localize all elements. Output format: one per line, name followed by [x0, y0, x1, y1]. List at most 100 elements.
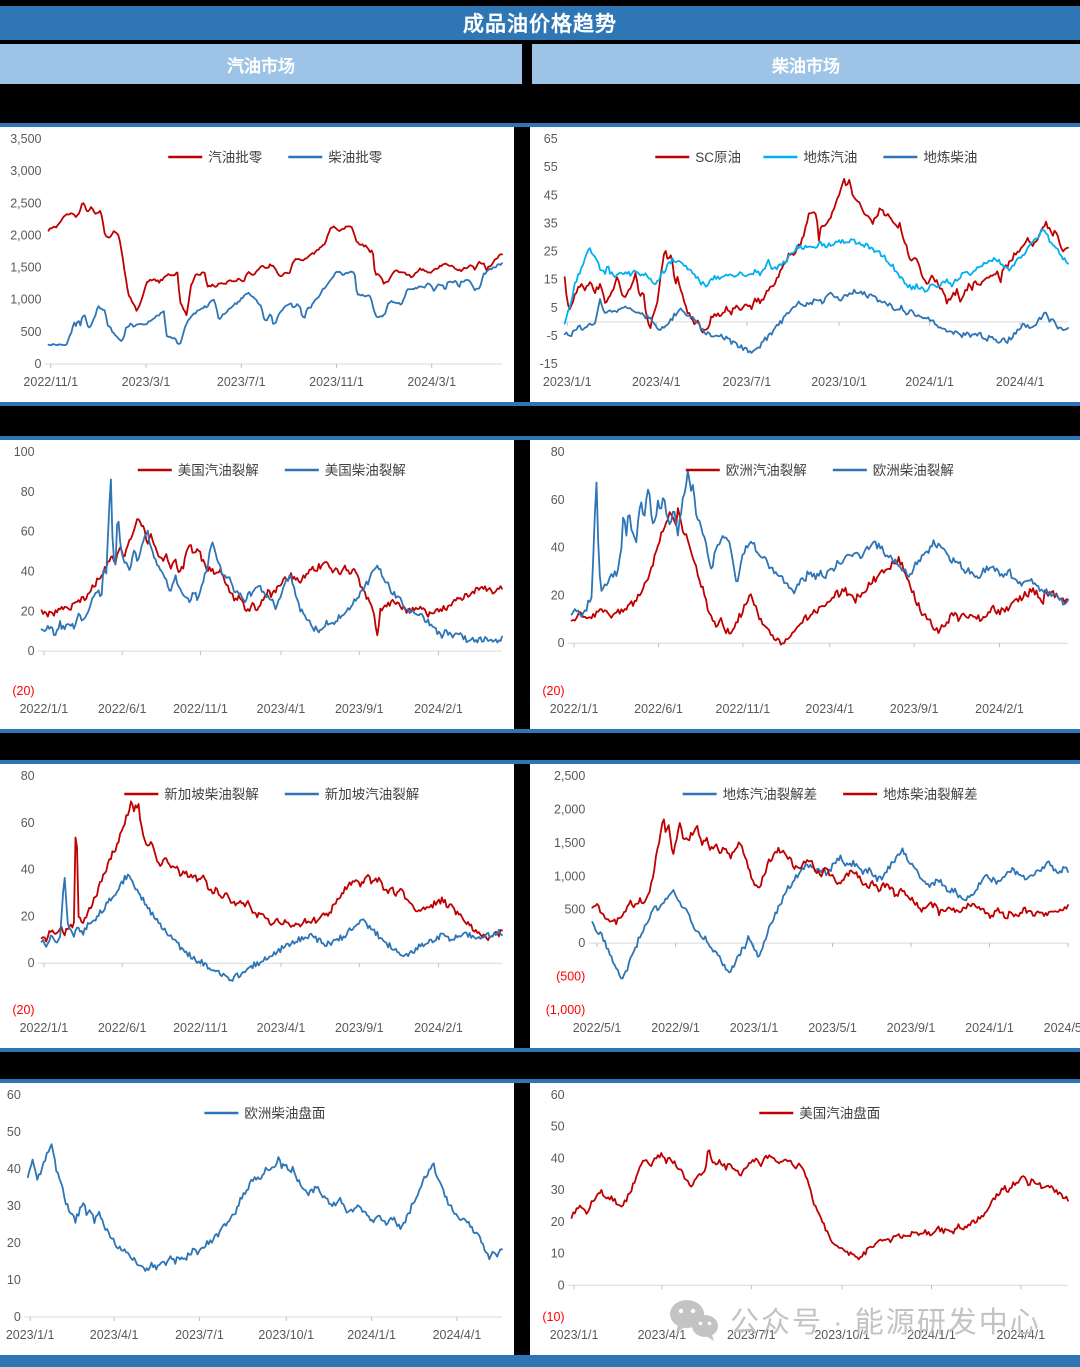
legend-item: 美国汽油盘面 — [759, 1105, 880, 1121]
series-line-0 — [40, 518, 503, 637]
y-axis-label: 40 — [21, 565, 35, 579]
x-axis-label: 2023/4/1 — [257, 1021, 306, 1035]
section-separator — [0, 402, 1080, 440]
y-axis-label: 3,500 — [10, 132, 41, 146]
legend-label: 新加坡汽油裂解 — [325, 787, 420, 802]
series-line-1 — [591, 818, 1069, 926]
y-axis-label: 10 — [551, 1247, 565, 1261]
y-axis-label: -5 — [547, 329, 558, 343]
series-line-1 — [40, 873, 503, 982]
series-line-2 — [563, 288, 1069, 354]
x-axis-label: 2023/1/1 — [6, 1328, 55, 1342]
series-line-0 — [563, 178, 1069, 334]
x-axis-label: 2022/9/1 — [651, 1021, 700, 1035]
x-axis-label: 2024/1/1 — [907, 1328, 956, 1342]
column-divider — [514, 440, 530, 729]
series-line-1 — [40, 478, 503, 644]
y-axis-label: 40 — [7, 1162, 21, 1176]
chart-canvas: 2,500 2,000 1,500 1,000 500 0 (500) (1,000) 2022… — [546, 769, 1080, 1035]
x-axis-label: 2024/1/1 — [965, 1021, 1014, 1035]
chart-refinery-crack-spread: 2,500 2,000 1,500 1,000 500 0 (500) (1,000) 2022… — [530, 764, 1080, 1048]
y-axis-label: 2,500 — [10, 196, 41, 210]
legend-label: 欧洲汽油裂解 — [726, 463, 807, 478]
divider — [0, 40, 1080, 44]
legend-label: 地炼柴油 — [923, 150, 977, 165]
y-axis-label: -15 — [540, 357, 558, 371]
series-line-0 — [26, 1143, 503, 1272]
y-axis-label: 60 — [21, 525, 35, 539]
x-axis-label: 2023/10/1 — [258, 1328, 314, 1342]
y-axis-label: 80 — [21, 485, 35, 499]
series-line-0 — [570, 507, 1069, 646]
x-axis-label: 2022/6/1 — [98, 1021, 147, 1035]
series-line-0 — [570, 1149, 1069, 1261]
series-line-1 — [563, 228, 1069, 325]
x-axis-label: 2024/4/1 — [433, 1328, 482, 1342]
legend-label: SC原油 — [695, 150, 741, 165]
y-axis-label: 2,000 — [554, 802, 585, 816]
y-axis-label: 1,000 — [10, 293, 41, 307]
x-axis-label: 2023/7/1 — [175, 1328, 224, 1342]
x-axis-label: 2022/1/1 — [20, 1021, 69, 1035]
x-axis-label: 2022/11/1 — [716, 702, 771, 716]
chart-canvas: 3,500 3,000 2,500 2,000 1,500 1,000 500 0 2022/1… — [10, 132, 503, 389]
x-axis-label: 2023/4/1 — [805, 702, 854, 716]
x-axis-label: 2023/1/1 — [550, 1328, 599, 1342]
x-axis-label: 2024/4/1 — [996, 375, 1045, 389]
chart-gasoline-diesel-wholesale-retail: 3,500 3,000 2,500 2,000 1,500 1,000 500 0 2022/1… — [0, 127, 514, 402]
y-axis-label: 30 — [7, 1199, 21, 1213]
x-axis-label: 2024/3/1 — [407, 375, 456, 389]
page-title: 成品油价格趋势 — [0, 6, 1080, 40]
y-axis-label: (500) — [556, 970, 585, 984]
legend-item: 欧洲柴油裂解 — [832, 463, 954, 478]
chart-canvas: 60 50 40 30 20 10 0 2023/1/1 2023/4/1 2023/7/1 202… — [6, 1088, 503, 1342]
y-axis-label: 2,500 — [554, 769, 585, 783]
chart-row-3: 80 60 40 20 0 (20) 2022/1/1 2022/6/1 2022/11/1 20… — [0, 764, 1080, 1048]
y-axis-label: 35 — [544, 216, 558, 230]
top-border — [0, 0, 1080, 6]
x-axis-label: 2023/1/1 — [730, 1021, 779, 1035]
legend-item: 地炼汽油裂解差 — [682, 787, 818, 802]
x-axis-label: 2023/1/1 — [543, 375, 592, 389]
legend-label: 欧洲柴油盘面 — [244, 1105, 325, 1121]
column-header-diesel-market: 柴油市场 — [532, 44, 1080, 84]
series-line-0 — [591, 847, 1069, 980]
x-axis-label: 2023/4/1 — [632, 375, 681, 389]
y-axis-label: 0 — [28, 956, 35, 970]
column-headers: 汽油市场 柴油市场 — [0, 44, 1080, 84]
y-axis-label: 1,500 — [554, 836, 585, 850]
y-axis-label: 80 — [551, 445, 565, 459]
legend-item: SC原油 — [655, 150, 741, 165]
legend-label: 欧洲柴油裂解 — [873, 463, 954, 478]
x-axis-label: 2022/11/1 — [173, 702, 228, 716]
x-axis-label: 2024/5/1 — [1044, 1021, 1080, 1035]
section-separator — [0, 84, 1080, 127]
x-axis-label: 2022/1/1 — [20, 702, 69, 716]
x-axis-label: 2023/7/1 — [217, 375, 266, 389]
chart-sc-crude-refinery-products: 65 55 45 35 25 15 5 -5 -15 2023/1/1 2023/4/1 2023/7… — [530, 127, 1080, 402]
x-axis-label: 2024/2/1 — [975, 702, 1024, 716]
x-axis-label: 2023/9/1 — [887, 1021, 936, 1035]
y-axis-label: 55 — [544, 160, 558, 174]
y-axis-label: 40 — [551, 541, 565, 555]
legend-item: 美国柴油裂解 — [284, 463, 406, 478]
x-axis-label: 2023/4/1 — [257, 702, 306, 716]
section-separator — [0, 1048, 1080, 1083]
y-axis-label: 20 — [21, 909, 35, 923]
legend-item: 柴油批零 — [288, 150, 383, 165]
x-axis-label: 2023/7/1 — [723, 375, 772, 389]
y-axis-label: 60 — [551, 1088, 565, 1102]
y-axis-label: 1,500 — [10, 261, 41, 275]
x-axis-label: 2023/10/1 — [811, 375, 867, 389]
chart-canvas: 100 80 60 40 20 0 (20) 2022/1/1 2022/6/1 2022/11/… — [12, 445, 503, 716]
legend-item: 新加坡汽油裂解 — [284, 787, 420, 802]
y-axis-label: 60 — [21, 816, 35, 830]
y-axis-label: 500 — [21, 325, 42, 339]
x-axis-label: 2022/6/1 — [634, 702, 683, 716]
x-axis-label: 2022/11/1 — [23, 375, 78, 389]
legend-label: 地炼汽油裂解差 — [723, 787, 818, 802]
x-axis-label: 2024/2/1 — [414, 1021, 463, 1035]
chart-row-1: 3,500 3,000 2,500 2,000 1,500 1,000 500 0 2022/1… — [0, 127, 1080, 402]
y-axis-label: 50 — [7, 1125, 21, 1139]
